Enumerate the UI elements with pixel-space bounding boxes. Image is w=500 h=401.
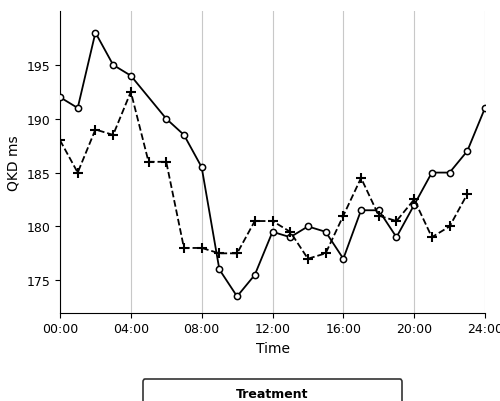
Active treatment (181, 133, 187, 138)
Active treatment (234, 294, 240, 299)
X-axis label: Time: Time (256, 341, 290, 355)
Placebo (394, 219, 400, 224)
Active treatment (482, 106, 488, 111)
Placebo (74, 171, 80, 176)
Active treatment (92, 31, 98, 36)
Legend: Active treatment, Placebo: Active treatment, Placebo (143, 379, 402, 401)
Active treatment (305, 225, 311, 229)
Placebo (287, 230, 293, 235)
Placebo (305, 257, 311, 261)
Active treatment (358, 209, 364, 213)
Active treatment (74, 106, 80, 111)
Active treatment (270, 230, 276, 235)
Line: Placebo: Placebo (55, 88, 472, 264)
Placebo (376, 214, 382, 219)
Active treatment (429, 171, 435, 176)
Placebo (181, 246, 187, 251)
Placebo (216, 251, 222, 256)
Active treatment (394, 235, 400, 240)
Placebo (234, 251, 240, 256)
Active treatment (198, 165, 204, 170)
Active treatment (252, 273, 258, 277)
Placebo (128, 90, 134, 95)
Placebo (270, 219, 276, 224)
Y-axis label: QKD ms: QKD ms (7, 135, 21, 190)
Placebo (110, 133, 116, 138)
Active treatment (163, 117, 169, 122)
Active treatment (446, 171, 452, 176)
Active treatment (376, 209, 382, 213)
Active treatment (340, 257, 346, 261)
Placebo (411, 198, 417, 203)
Placebo (322, 251, 328, 256)
Placebo (358, 176, 364, 181)
Placebo (198, 246, 204, 251)
Active treatment (57, 95, 63, 100)
Active treatment (216, 267, 222, 272)
Line: Active treatment: Active treatment (57, 30, 488, 300)
Active treatment (464, 149, 470, 154)
Placebo (146, 160, 152, 165)
Placebo (464, 192, 470, 197)
Placebo (429, 235, 435, 240)
Placebo (340, 214, 346, 219)
Active treatment (110, 63, 116, 68)
Placebo (92, 128, 98, 133)
Placebo (163, 160, 169, 165)
Active treatment (128, 74, 134, 79)
Active treatment (287, 235, 293, 240)
Placebo (446, 225, 452, 229)
Active treatment (411, 203, 417, 208)
Active treatment (322, 230, 328, 235)
Placebo (57, 138, 63, 143)
Placebo (252, 219, 258, 224)
